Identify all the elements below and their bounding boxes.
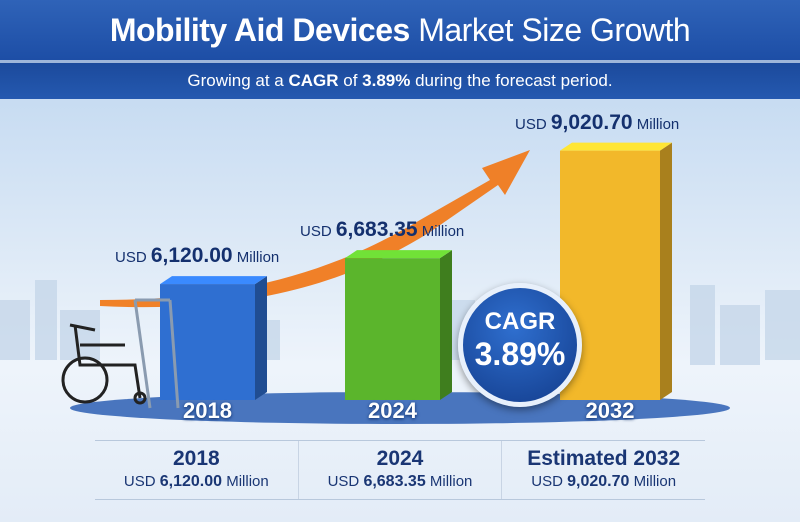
data-label-part: USD [515,115,547,133]
cagr-badge-value: 3.89% [474,336,566,372]
bar-top-2032 [560,142,672,151]
currency: USD [123,473,156,490]
subtitle-cagr-value: 3.89% [362,71,411,90]
unit: Million [633,473,677,490]
data-label-part: USD [115,249,147,267]
title-bold: Mobility Aid Devices [109,12,411,48]
x-tick-label: 2024 [368,398,417,423]
x-tick-label: 2018 [183,398,232,423]
amount: 9,020.70 [567,473,630,490]
title-light: Market Size Growth [418,12,691,48]
unit: Million [429,473,473,490]
data-label-part: Million [236,249,280,267]
bar-side-2024 [440,250,452,400]
divider [0,60,800,63]
bar-top-2018 [160,276,267,285]
bar-side-2018 [255,276,267,400]
bar-side-2032 [660,142,672,400]
data-label-part: Million [636,115,680,133]
data-label-part: Million [421,223,465,241]
summary-year: 2018 [172,447,220,470]
cagr-badge: CAGR 3.89% [458,283,582,407]
subtitle-text: of [338,71,363,90]
currency: USD [531,473,563,490]
bar-top-2024 [345,250,452,259]
summary-value: USD 6,120.00 Million [95,473,298,491]
summary-year: 2024 [376,447,424,470]
summary-year: Estimated 2032 [527,447,681,470]
summary-value: USD 9,020.70 Million [502,473,705,491]
data-label-2024: USD 6,683.35 Million [300,218,464,242]
amount: 6,683.35 [363,473,426,490]
data-label-part: USD [300,223,332,241]
x-tick-label: 2032 [585,398,635,423]
summary-value: USD 6,683.35 Million [299,473,502,491]
cagr-badge-label: CAGR [484,308,556,335]
amount: 6,120.00 [159,473,223,490]
wheelchair-icon [61,298,180,409]
page-title: Mobility Aid Devices Market Size Growth [0,0,800,60]
summary-cell: 2024 USD 6,683.35 Million [299,441,503,499]
subtitle: Growing at a CAGR of 3.89% during the fo… [0,63,800,99]
subtitle-text: during the forecast period. [410,71,613,90]
currency: USD [327,473,360,490]
trend-arrow [100,150,530,308]
data-label-part: 9,020.70 [550,110,633,134]
bar-2024 [345,258,440,400]
subtitle-cagr-label: CAGR [288,71,339,90]
data-label-part: 6,120.00 [150,244,233,268]
data-label-2018: USD 6,120.00 Million [115,244,279,268]
summary-cell: Estimated 2032 USD 9,020.70 Million [502,441,705,499]
subtitle-text: Growing at a [187,71,289,90]
data-label-part: 6,683.35 [335,218,418,242]
summary-table: 2018 USD 6,120.00 Million 2024 USD 6,683.3… [95,440,705,500]
summary-cell: 2018 USD 6,120.00 Million [95,441,299,499]
unit: Million [226,473,269,490]
data-label-2032: USD 9,020.70 Million [515,111,679,135]
